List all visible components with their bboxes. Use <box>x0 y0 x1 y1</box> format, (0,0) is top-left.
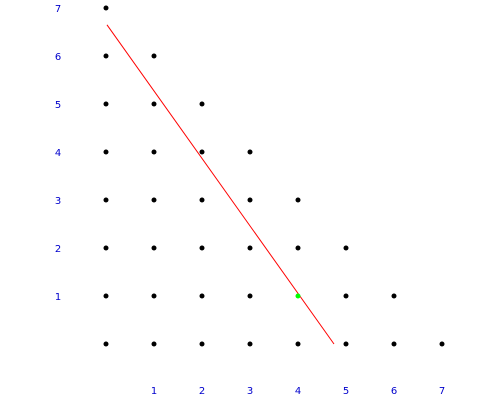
highlight-point <box>295 293 301 299</box>
data-point <box>151 245 157 251</box>
data-point <box>199 197 205 203</box>
data-point <box>295 341 301 347</box>
data-point <box>199 149 205 155</box>
data-point <box>103 5 109 11</box>
x-tick-label: 7 <box>439 386 445 397</box>
line-layer <box>106 24 335 345</box>
data-point <box>199 341 205 347</box>
x-tick-label: 3 <box>247 386 253 397</box>
data-point <box>343 293 349 299</box>
y-tick-labels: 1 2 3 4 5 6 7 <box>55 4 61 303</box>
data-point <box>247 293 253 299</box>
data-point <box>199 101 205 107</box>
data-point <box>391 341 397 347</box>
red-line <box>106 24 335 345</box>
data-point <box>151 149 157 155</box>
y-tick-label: 1 <box>55 292 61 303</box>
points-layer <box>103 5 445 347</box>
data-point <box>295 197 301 203</box>
data-point <box>103 293 109 299</box>
data-point <box>103 197 109 203</box>
data-point <box>199 245 205 251</box>
data-point <box>391 293 397 299</box>
data-point <box>103 101 109 107</box>
data-point <box>103 53 109 59</box>
y-tick-label: 6 <box>55 52 61 63</box>
data-point <box>151 341 157 347</box>
y-tick-label: 2 <box>55 244 61 255</box>
data-point <box>103 245 109 251</box>
y-tick-label: 3 <box>55 196 61 207</box>
data-point <box>247 245 253 251</box>
x-tick-label: 2 <box>199 386 205 397</box>
x-tick-label: 1 <box>151 386 157 397</box>
y-tick-label: 7 <box>55 4 61 15</box>
y-tick-label: 4 <box>55 148 61 159</box>
data-point <box>247 149 253 155</box>
data-point <box>151 101 157 107</box>
y-tick-label: 5 <box>55 100 61 111</box>
data-point <box>151 197 157 203</box>
data-point <box>247 197 253 203</box>
data-point <box>151 53 157 59</box>
x-tick-label: 5 <box>343 386 349 397</box>
data-point <box>103 341 109 347</box>
x-tick-labels: 1 2 3 4 5 6 7 <box>151 386 445 397</box>
data-point <box>103 149 109 155</box>
data-point <box>247 341 253 347</box>
data-point <box>343 245 349 251</box>
x-tick-label: 6 <box>391 386 397 397</box>
data-point <box>295 245 301 251</box>
data-point <box>199 293 205 299</box>
x-tick-label: 4 <box>295 386 301 397</box>
data-point <box>439 341 445 347</box>
data-point <box>151 293 157 299</box>
data-point <box>343 341 349 347</box>
